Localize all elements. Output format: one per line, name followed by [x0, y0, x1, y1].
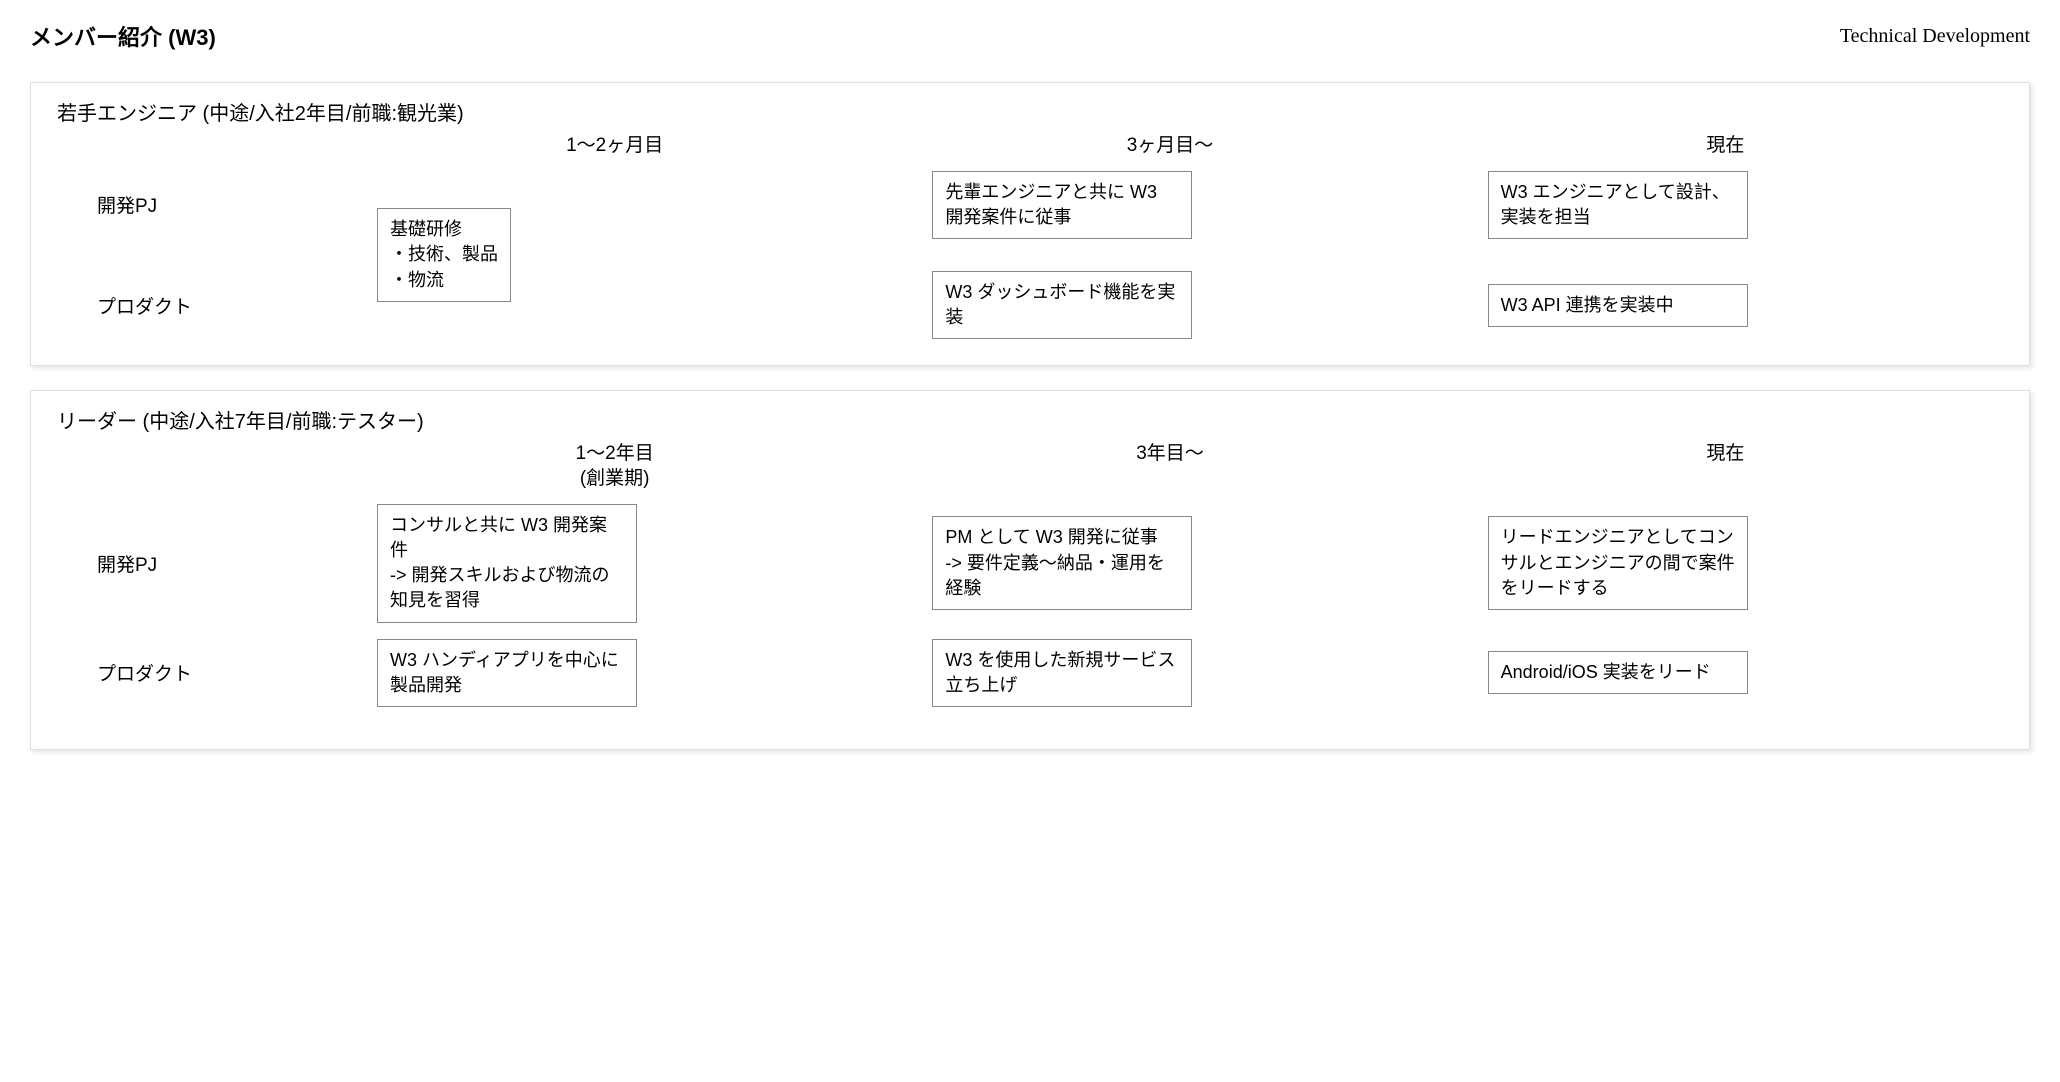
- junior-row0-label: 開発PJ: [57, 191, 337, 218]
- junior-row1-label: プロダクト: [57, 292, 337, 319]
- leader-r0-c1: PM として W3 開発に従事 -> 要件定義〜納品・運用を経験: [932, 516, 1192, 610]
- leader-row0: 開発PJ コンサルと共に W3 開発案件 -> 開発スキルおよび物流の知見を習得…: [57, 504, 2003, 623]
- panel-leader: リーダー (中途/入社7年目/前職:テスター) 1〜2年目 (創業期) 3年目〜…: [30, 390, 2030, 750]
- leader-r0-c2: リードエンジニアとしてコンサルとエンジニアの間で案件をリードする: [1488, 516, 1748, 610]
- spacer: [57, 442, 337, 491]
- panel-leader-title: リーダー (中途/入社7年目/前職:テスター): [57, 405, 2003, 434]
- leader-r0-c0: コンサルと共に W3 開発案件 -> 開発スキルおよび物流の知見を習得: [377, 504, 637, 623]
- panel-junior: 若手エンジニア (中途/入社2年目/前職:観光業) 1〜2ヶ月目 3ヶ月目〜 現…: [30, 82, 2030, 366]
- spacer: [57, 134, 337, 159]
- leader-row1: プロダクト W3 ハンディアプリを中心に製品開発 W3 を使用した新規サービス立…: [57, 639, 2003, 707]
- panel-junior-title: 若手エンジニア (中途/入社2年目/前職:観光業): [57, 97, 2003, 126]
- leader-r1-c1: W3 を使用した新規サービス立ち上げ: [932, 639, 1192, 707]
- junior-merged-col0: 基礎研修 ・技術、製品 ・物流: [377, 208, 511, 302]
- leader-row0-label: 開発PJ: [57, 550, 337, 577]
- leader-timeline-col0: 1〜2年目 (創業期): [337, 442, 892, 491]
- header-right: Technical Development: [1840, 25, 2030, 48]
- junior-timeline-col0: 1〜2ヶ月目: [337, 134, 892, 159]
- header: メンバー紹介 (W3) Technical Development: [30, 20, 2030, 52]
- leader-row1-label: プロダクト: [57, 659, 337, 686]
- leader-r1-c0: W3 ハンディアプリを中心に製品開発: [377, 639, 637, 707]
- leader-timeline-headers: 1〜2年目 (創業期) 3年目〜 現在: [57, 442, 2003, 491]
- junior-timeline-col2: 現在: [1448, 134, 2003, 159]
- junior-r1-c2: W3 API 連携を実装中: [1488, 284, 1748, 327]
- leader-timeline-col1: 3年目〜: [892, 442, 1447, 491]
- junior-timeline-headers: 1〜2ヶ月目 3ヶ月目〜 現在: [57, 134, 2003, 159]
- leader-r1-c2: Android/iOS 実装をリード: [1488, 651, 1748, 694]
- junior-grid: 開発PJ 基礎研修 ・技術、製品 ・物流 先輩エンジニアと共に W3 開発案件に…: [57, 171, 2003, 340]
- junior-timeline-col1: 3ヶ月目〜: [892, 134, 1447, 159]
- junior-r1-c1: W3 ダッシュボード機能を実装: [932, 271, 1192, 339]
- leader-timeline-col2: 現在: [1448, 442, 2003, 491]
- junior-r0-c1: 先輩エンジニアと共に W3 開発案件に従事: [932, 171, 1192, 239]
- junior-r0-c2: W3 エンジニアとして設計、実装を担当: [1488, 171, 1748, 239]
- page-title: メンバー紹介 (W3): [30, 20, 216, 52]
